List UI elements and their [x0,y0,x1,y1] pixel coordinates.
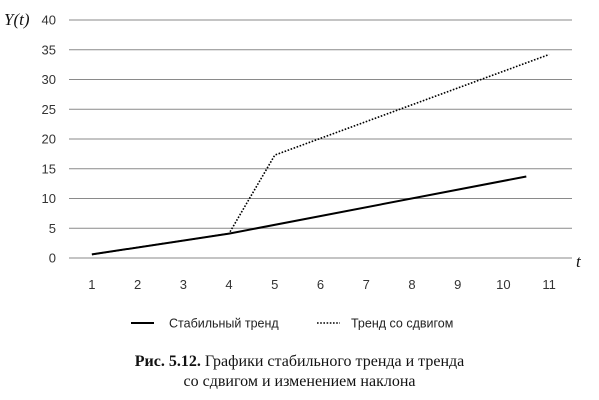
y-axis-label: Y(t) [4,10,30,29]
x-tick-label: 11 [542,277,556,292]
y-tick-label: 20 [42,132,56,147]
chart: 0 5 10 15 20 25 30 35 40 1 2 3 4 5 6 7 8 9 10 11 Y(t) t Ст… [4,10,582,331]
grid-lines [69,19,572,229]
x-tick-label: 9 [454,277,461,292]
legend-label: Тренд со сдвигом [351,317,453,331]
x-tick-label: 2 [134,277,141,292]
x-tick-label: 8 [408,277,415,292]
x-tick-label: 3 [180,277,187,292]
y-tick-label: 10 [42,191,56,206]
y-tick-label: 40 [42,13,56,28]
series-line [91,53,550,256]
x-axis-label: t [576,252,582,271]
legend-label: Стабильный тренд [169,317,279,331]
y-tick-label: 0 [49,251,56,266]
caption-figure-label: Рис. 5.12. [134,353,201,370]
x-tick-label: 10 [496,277,510,292]
caption-line-2: со сдвигом и изменением наклона [183,373,416,390]
x-tick-label: 1 [88,277,95,292]
x-tick-labels: 1 2 3 4 5 6 7 8 9 10 11 [88,277,556,292]
series-lines [91,53,550,256]
x-tick-label: 5 [271,277,278,292]
figure-caption: Рис. 5.12. Графики стабильного тренда и … [0,352,599,392]
x-tick-label: 6 [317,277,324,292]
legend: Стабильный тренд Тренд со сдвигом [131,317,453,331]
x-tick-label: 4 [225,277,232,292]
series-line [91,175,527,256]
caption-line-1: Рис. 5.12. Графики стабильного тренда и … [0,352,599,372]
y-tick-label: 30 [42,72,56,87]
y-tick-label: 5 [49,221,56,236]
y-tick-label: 15 [42,161,56,176]
y-tick-labels: 0 5 10 15 20 25 30 35 40 [42,13,56,266]
caption-title-part: Графики стабильного тренда и тренда [200,353,465,370]
y-tick-label: 25 [42,102,56,117]
x-tick-label: 7 [363,277,370,292]
y-tick-label: 35 [42,42,56,57]
